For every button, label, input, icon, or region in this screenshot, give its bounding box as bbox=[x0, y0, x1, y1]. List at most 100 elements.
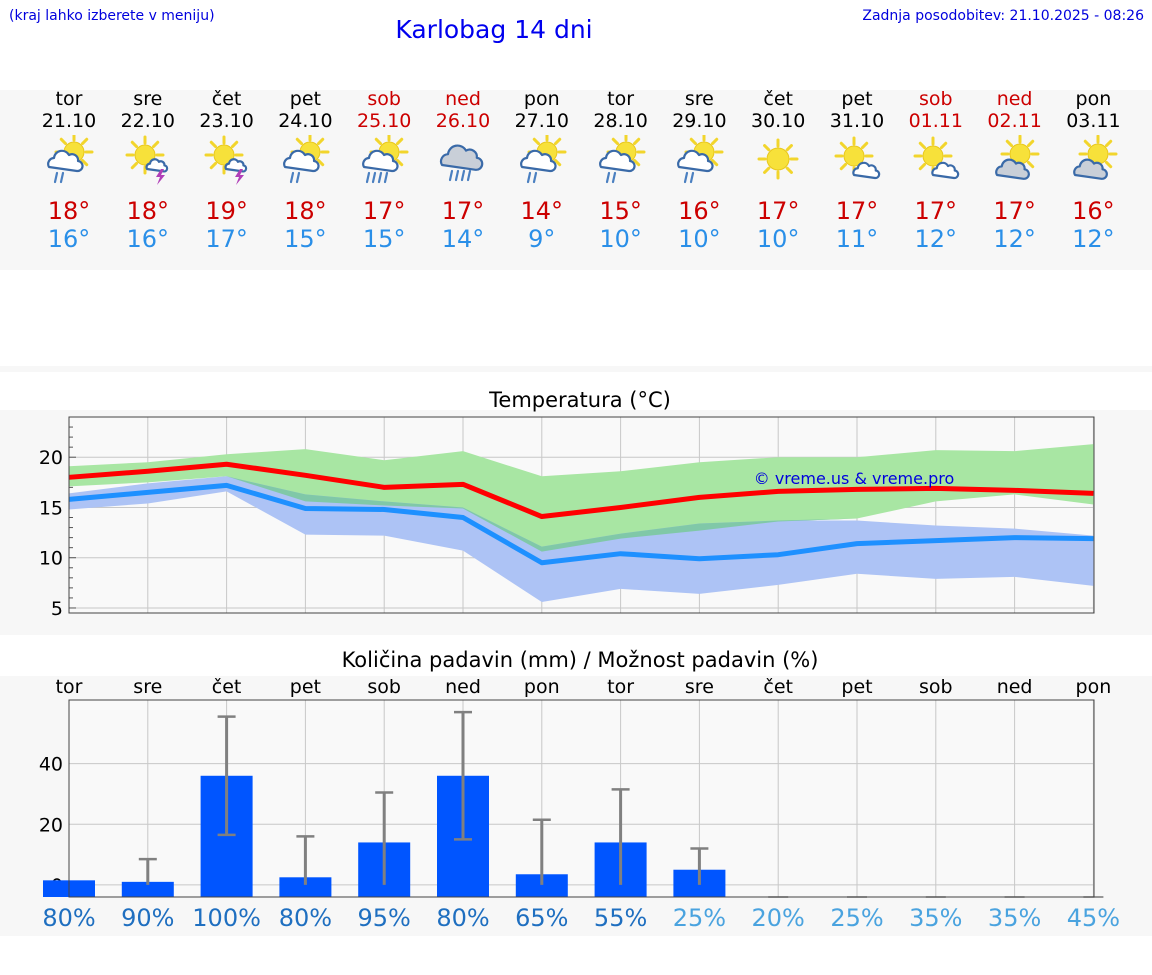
page-title: Karlobag 14 dni bbox=[395, 15, 593, 44]
max-temperature: 14° bbox=[520, 197, 564, 225]
day-name: ned bbox=[445, 88, 481, 110]
precip-day-label: pet bbox=[841, 676, 872, 698]
day-date: 29.10 bbox=[672, 110, 727, 132]
day-name: pet bbox=[289, 88, 321, 110]
max-temperature: 19° bbox=[205, 197, 248, 225]
day-name: čet bbox=[211, 88, 242, 110]
max-temperature: 17° bbox=[993, 197, 1036, 225]
day-date: 31.10 bbox=[829, 110, 885, 132]
day-name: pon bbox=[523, 88, 560, 110]
day-column: sob 25.10 17° 15° bbox=[339, 88, 429, 253]
max-temperature: 17° bbox=[914, 197, 958, 225]
sun-cloud-rain-icon bbox=[677, 135, 724, 184]
min-temperature: 16° bbox=[126, 225, 170, 253]
day-column: ned 26.10 17° 14° bbox=[418, 88, 508, 253]
day-date: 01.11 bbox=[908, 110, 963, 132]
sun-cloud-heavy-rain-icon bbox=[362, 135, 409, 184]
max-temperature: 18° bbox=[284, 197, 327, 225]
max-temperature: 17° bbox=[441, 197, 485, 225]
min-temperature-line bbox=[68, 482, 1094, 566]
sun-cloud-rain-icon bbox=[47, 135, 94, 184]
max-temperature: 17° bbox=[756, 197, 800, 225]
temperature-chart-title: Temperatura (°C) bbox=[489, 388, 671, 412]
precip-day-label: sre bbox=[133, 676, 162, 698]
day-columns: tor 21.10 18° 16° sre 22.10 18° 16° čet 23.10 19° 1… bbox=[0, 88, 1152, 268]
cloud-heavy-rain-icon bbox=[439, 144, 484, 182]
day-column: pet 24.10 18° 15° bbox=[260, 88, 350, 253]
precip-probability: 55% bbox=[594, 904, 647, 932]
location-hint: (kraj lahko izberete v meniju) bbox=[9, 8, 215, 24]
max-temperature: 18° bbox=[47, 197, 91, 225]
day-column: pet 31.10 17° 11° bbox=[812, 88, 902, 253]
day-date: 22.10 bbox=[120, 110, 175, 132]
sun-cloud-rain-icon bbox=[598, 135, 646, 184]
day-date: 21.10 bbox=[41, 110, 97, 132]
max-temperature: 16° bbox=[678, 197, 721, 225]
precip-day-label: čet bbox=[212, 676, 242, 698]
day-date: 26.10 bbox=[435, 110, 491, 132]
max-temperature: 17° bbox=[362, 197, 406, 225]
max-range-band bbox=[69, 444, 1094, 552]
min-temperature: 10° bbox=[599, 225, 642, 253]
precip-day-label: sob bbox=[919, 676, 953, 698]
precip-probability: 65% bbox=[515, 904, 568, 932]
max-temperature: 18° bbox=[126, 197, 170, 225]
y-tick-label: 40 bbox=[39, 754, 63, 776]
sun-icon bbox=[757, 138, 799, 180]
min-temperature: 15° bbox=[284, 225, 327, 253]
precip-day-label: tor bbox=[607, 676, 634, 698]
precip-bar bbox=[515, 874, 568, 897]
precip-probability: 80% bbox=[279, 904, 332, 932]
day-date: 30.10 bbox=[750, 110, 806, 132]
precip-day-label: ned bbox=[445, 676, 481, 698]
day-name: tor bbox=[55, 88, 83, 110]
precip-probability: 35% bbox=[988, 904, 1041, 932]
day-column: tor 21.10 18° 16° bbox=[24, 88, 114, 253]
y-tick-label: 20 bbox=[39, 447, 63, 469]
sun-small-cloud-icon bbox=[834, 136, 881, 180]
sun-thunder-icon bbox=[125, 135, 168, 185]
precip-day-label: pon bbox=[524, 676, 560, 698]
precip-probability: 25% bbox=[673, 904, 726, 932]
day-column: pon 03.11 16° 12° bbox=[1048, 88, 1138, 253]
day-date: 27.10 bbox=[514, 110, 569, 132]
min-temperature: 17° bbox=[205, 225, 248, 253]
min-temperature: 12° bbox=[914, 225, 958, 253]
day-date: 02.11 bbox=[987, 110, 1042, 132]
precip-probability: 90% bbox=[121, 904, 174, 932]
precipitation-chart: tor sre čet pet sob ned pon tor sre čet pet sob ned p… bbox=[39, 676, 1120, 932]
min-temperature: 12° bbox=[993, 225, 1036, 253]
day-date: 03.11 bbox=[1066, 110, 1121, 132]
precip-probability: 95% bbox=[358, 904, 411, 932]
min-temperature: 9° bbox=[528, 225, 556, 253]
y-tick-label: 10 bbox=[39, 548, 63, 570]
max-temperature: 15° bbox=[599, 197, 642, 225]
day-name: ned bbox=[996, 88, 1033, 110]
precip-day-label: ned bbox=[997, 676, 1033, 698]
day-column: tor 28.10 15° 10° bbox=[576, 88, 666, 253]
precip-probability: 100% bbox=[192, 904, 261, 932]
precipitation-chart-title: Količina padavin (mm) / Možnost padavin … bbox=[341, 648, 819, 672]
min-temperature: 16° bbox=[47, 225, 91, 253]
day-date: 23.10 bbox=[199, 110, 254, 132]
section-divider bbox=[0, 366, 1152, 372]
day-name: sre bbox=[684, 88, 714, 110]
day-column: ned 02.11 17° 12° bbox=[970, 88, 1060, 253]
max-temperature-line bbox=[68, 461, 1094, 520]
precip-day-label: tor bbox=[56, 676, 83, 698]
y-tick-label: 20 bbox=[39, 814, 63, 836]
precip-probability: 80% bbox=[436, 904, 489, 932]
sun-thunder-icon bbox=[204, 135, 247, 185]
day-column: sre 22.10 18° 16° bbox=[103, 88, 193, 253]
precip-probability: 20% bbox=[752, 904, 805, 932]
min-temperature: 10° bbox=[756, 225, 800, 253]
day-date: 25.10 bbox=[356, 110, 412, 132]
min-temperature: 12° bbox=[1072, 225, 1115, 253]
precip-bar bbox=[279, 877, 332, 897]
temperature-chart: 5 10 15 20 © vreme.us & vreme.pro bbox=[39, 416, 1095, 620]
plot-frame bbox=[68, 416, 1095, 614]
watermark: © vreme.us & vreme.pro bbox=[754, 469, 955, 488]
day-name: pet bbox=[841, 88, 873, 110]
max-temperature: 16° bbox=[1072, 197, 1115, 225]
precip-day-label: čet bbox=[763, 676, 793, 698]
